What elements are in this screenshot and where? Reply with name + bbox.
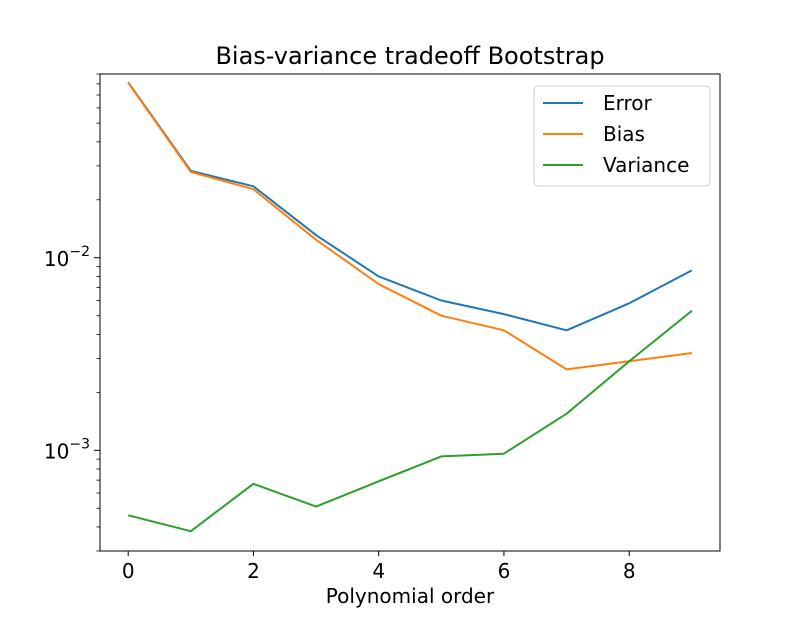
- legend-label-bias: Bias: [603, 122, 645, 146]
- x-axis-label: Polynomial order: [326, 584, 495, 608]
- chart-title: Bias-variance tradeoff Bootstrap: [215, 42, 604, 70]
- x-tick-label: 8: [623, 559, 636, 583]
- y-tick-label: 10−2: [44, 244, 90, 271]
- y-tick-label: 10−3: [44, 436, 90, 463]
- series-line-variance: [127, 310, 693, 533]
- legend-label-variance: Variance: [603, 153, 689, 177]
- series-line-error: [127, 81, 693, 332]
- legend-box: [533, 85, 711, 187]
- legend-label-error: Error: [603, 91, 653, 115]
- x-tick-label: 6: [498, 559, 511, 583]
- legend: Error Bias Variance: [533, 85, 711, 187]
- y-axis: 10−2 10−3: [44, 73, 100, 552]
- x-tick-label: 2: [247, 559, 260, 583]
- x-axis: 0 2 4 6 8: [122, 551, 636, 583]
- x-tick-label: 4: [372, 559, 385, 583]
- x-tick-label: 0: [122, 559, 135, 583]
- series-layer: [127, 81, 693, 533]
- series-line-bias: [127, 82, 692, 371]
- plot-frame: [99, 73, 721, 552]
